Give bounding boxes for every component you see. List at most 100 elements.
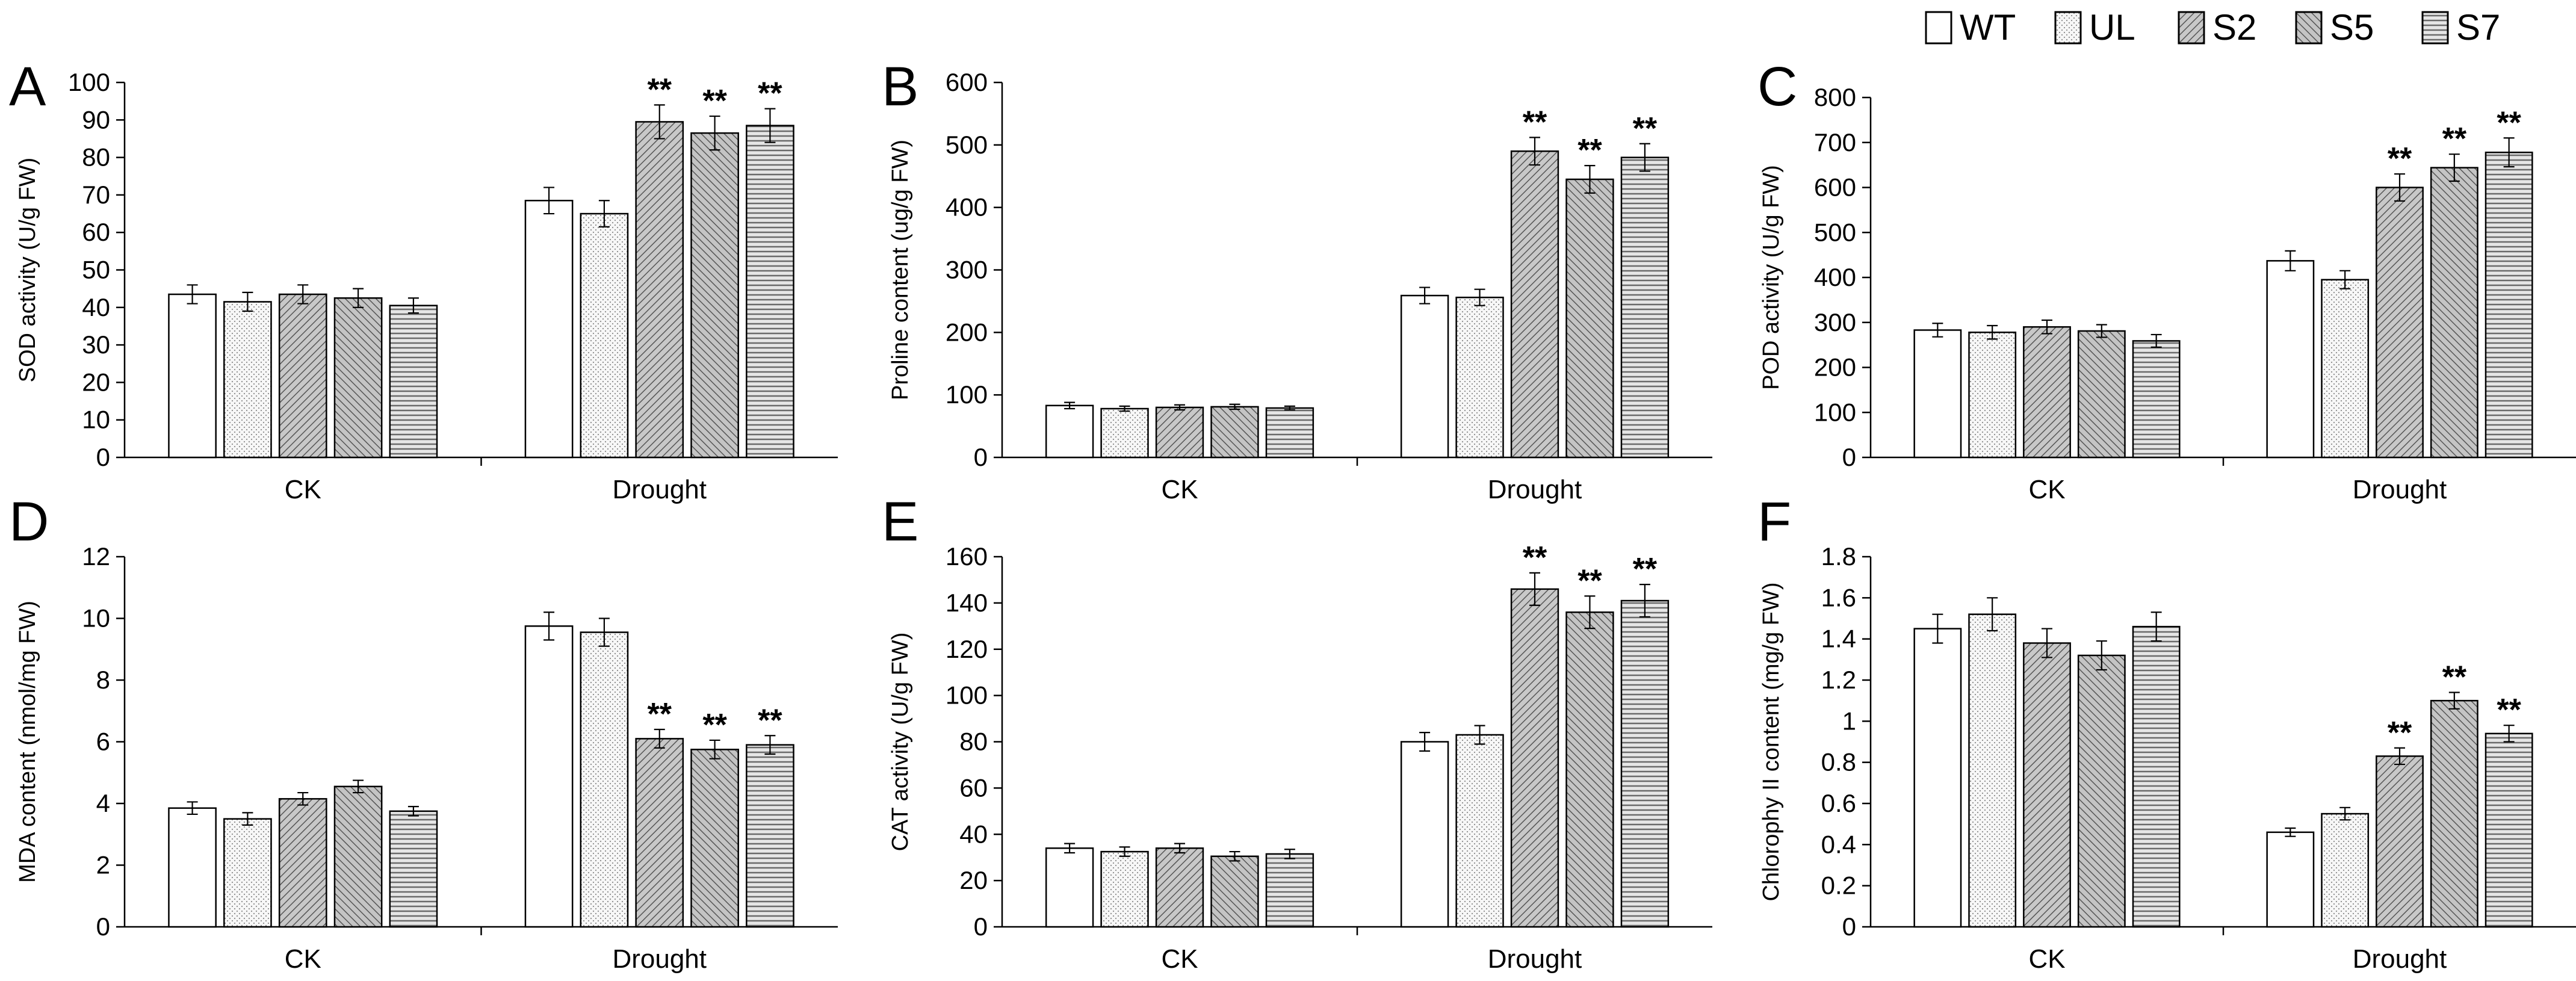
bar-wt-drought (1400, 741, 1449, 928)
y-axis-title: Proline content (ug/g FW) (888, 140, 913, 400)
y-tick-label: 50 (82, 256, 110, 284)
bar-s5-drought (2430, 699, 2478, 928)
y-axis-title: SOD activity (U/g FW) (15, 158, 40, 383)
y-axis-title: Chlorophy II content (mg/g FW) (1759, 582, 1784, 901)
significance-marker: ** (1633, 111, 1658, 146)
legend-label: S7 (2456, 7, 2500, 48)
bar-ul-drought (2321, 279, 2370, 459)
bar-s5-drought (2430, 167, 2478, 459)
chart-panel-F: F Chlorophy II content (mg/g FW) 0 0.2 0.4 0.… (1757, 491, 2576, 974)
error-bar (242, 291, 253, 312)
y-tick-label: 300 (946, 256, 988, 284)
panel-letter: D (9, 491, 49, 552)
error-bar (2285, 827, 2296, 837)
bar-ul-ck (223, 301, 272, 459)
bar-s2-drought (635, 738, 684, 928)
y-tick-label: 10 (82, 406, 110, 434)
error-bar (1064, 843, 1076, 854)
y-tick-label: 20 (82, 368, 110, 396)
legend-label: S2 (2212, 7, 2256, 48)
bar-wt-ck (168, 807, 217, 928)
bar-s5-ck (333, 785, 383, 928)
significance-marker: ** (2442, 122, 2467, 156)
y-tick-label: 4 (96, 789, 110, 817)
legend-label: S5 (2330, 7, 2374, 48)
significance-marker: ** (702, 84, 727, 119)
chart-panel-B: B Proline content (ug/g FW) 0 100 200 300 400 5… (882, 56, 1712, 504)
legend-item-s2: S2 (2178, 7, 2256, 48)
error-bar (1284, 849, 1295, 859)
error-bar (1284, 405, 1295, 411)
legend-item-s5: S5 (2295, 7, 2374, 48)
error-bar (2394, 747, 2405, 766)
error-bar (353, 288, 364, 308)
y-tick-label: 1.6 (1821, 583, 1856, 611)
error-bar (407, 297, 419, 314)
error-bar (543, 611, 555, 641)
y-tick-label: 0 (96, 443, 110, 471)
error-bar (1932, 323, 1943, 338)
bar-s5-ck (1210, 855, 1259, 928)
x-category-label: CK (285, 475, 321, 504)
y-tick-label: 0 (1842, 912, 1856, 941)
y-tick-label: 80 (82, 143, 110, 172)
y-tick-label: 160 (946, 542, 988, 571)
bar-ul-ck (223, 818, 272, 928)
error-bar (764, 108, 776, 143)
bar-wt-drought (2266, 831, 2315, 928)
y-tick-label: 500 (1814, 218, 1856, 246)
error-bar (353, 779, 364, 794)
bar-s5-drought (690, 132, 739, 459)
y-tick-label: 0 (1842, 443, 1856, 471)
bar-s5-ck (2077, 654, 2126, 928)
x-category-label: Drought (1488, 475, 1582, 504)
bar-ul-ck (1100, 407, 1149, 459)
x-category-label: Drought (612, 475, 707, 504)
error-bar (1419, 286, 1431, 305)
legend: WT UL S2 S5 S7 (1925, 7, 2500, 48)
panel-letter: F (1757, 491, 1791, 552)
bar-s2-ck (278, 798, 327, 928)
legend-label: UL (2089, 7, 2135, 48)
significance-marker: ** (2497, 105, 2521, 140)
bar-s2-ck (2023, 642, 2071, 928)
error-bar (1639, 584, 1650, 618)
bar-wt-drought (524, 625, 574, 928)
error-bar (764, 735, 776, 755)
y-tick-label: 30 (82, 330, 110, 359)
x-category-label: CK (1161, 944, 1198, 974)
x-category-label: Drought (1488, 944, 1582, 974)
error-bar (1064, 401, 1076, 410)
bar-s2-drought (2376, 187, 2424, 459)
bar-s5-ck (1210, 406, 1259, 459)
bar-s5-drought (690, 749, 739, 928)
error-bar (543, 187, 555, 215)
y-tick-label: 0.4 (1821, 830, 1856, 858)
bar-wt-drought (524, 199, 574, 459)
error-bar (2042, 319, 2052, 335)
y-tick-label: 70 (82, 181, 110, 209)
bar-s2-drought (1510, 588, 1559, 928)
y-tick-label: 0 (96, 912, 110, 941)
significance-marker: ** (1633, 552, 1658, 587)
x-category-label: CK (2028, 944, 2065, 974)
error-bar (2503, 725, 2515, 743)
y-tick-label: 200 (1814, 353, 1856, 382)
bar-ul-ck (1968, 613, 2017, 928)
error-bar (709, 739, 720, 760)
y-tick-label: 200 (946, 318, 988, 346)
y-tick-label: 40 (959, 820, 988, 848)
bar-wt-ck (168, 293, 217, 459)
bar-wt-drought (1400, 294, 1449, 459)
y-tick-label: 1.2 (1821, 666, 1856, 694)
bar-wt-drought (2266, 260, 2315, 459)
x-category-label: Drought (2353, 944, 2447, 974)
error-bar (1584, 164, 1596, 194)
bar-s7-ck (389, 305, 438, 459)
y-axis-title: CAT activity (U/g FW) (888, 633, 913, 852)
y-tick-label: 500 (946, 131, 988, 159)
y-tick-label: 140 (946, 589, 988, 617)
error-bar (1229, 850, 1240, 862)
error-bar (1987, 324, 1998, 340)
bar-s7-drought (1620, 599, 1670, 928)
